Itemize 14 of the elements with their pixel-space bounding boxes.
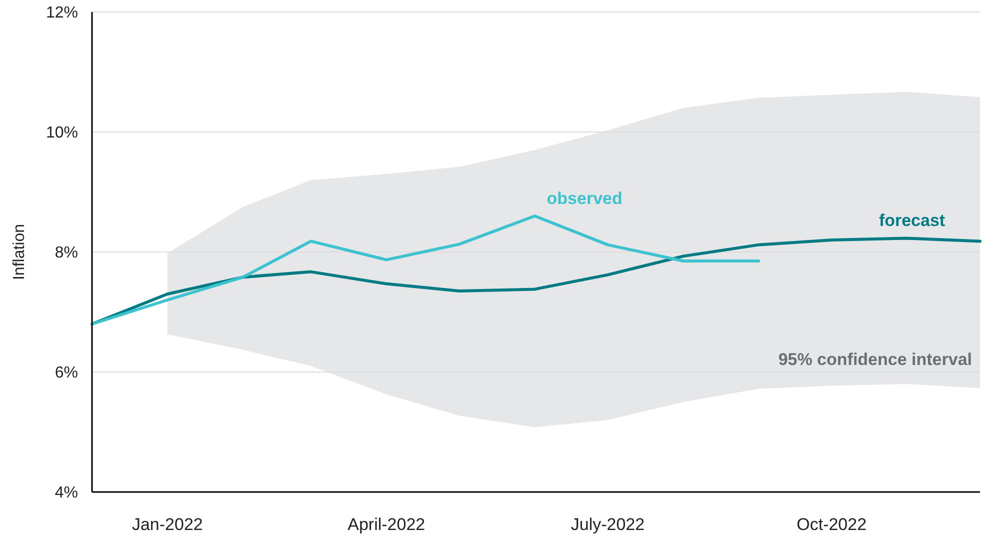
- series-label: forecast: [878, 211, 946, 230]
- line-series: [90, 214, 760, 326]
- y-axis-title: Inflation: [11, 224, 28, 280]
- x-tick-label: July-2022: [570, 515, 645, 534]
- y-tick-label: 12%: [46, 4, 78, 22]
- annotation: 95% confidence interval: [778, 350, 972, 369]
- y-tick-label: 4%: [54, 484, 78, 502]
- x-tick-label: Jan-2022: [132, 515, 203, 534]
- y-tick-label: 10%: [46, 124, 78, 142]
- x-tick-label: Oct-2022: [796, 515, 867, 534]
- y-tick-label: 6%: [54, 364, 78, 382]
- series-label: observed: [546, 189, 622, 208]
- x-tick-label: April-2022: [348, 515, 426, 534]
- y-tick-label: 8%: [54, 244, 78, 262]
